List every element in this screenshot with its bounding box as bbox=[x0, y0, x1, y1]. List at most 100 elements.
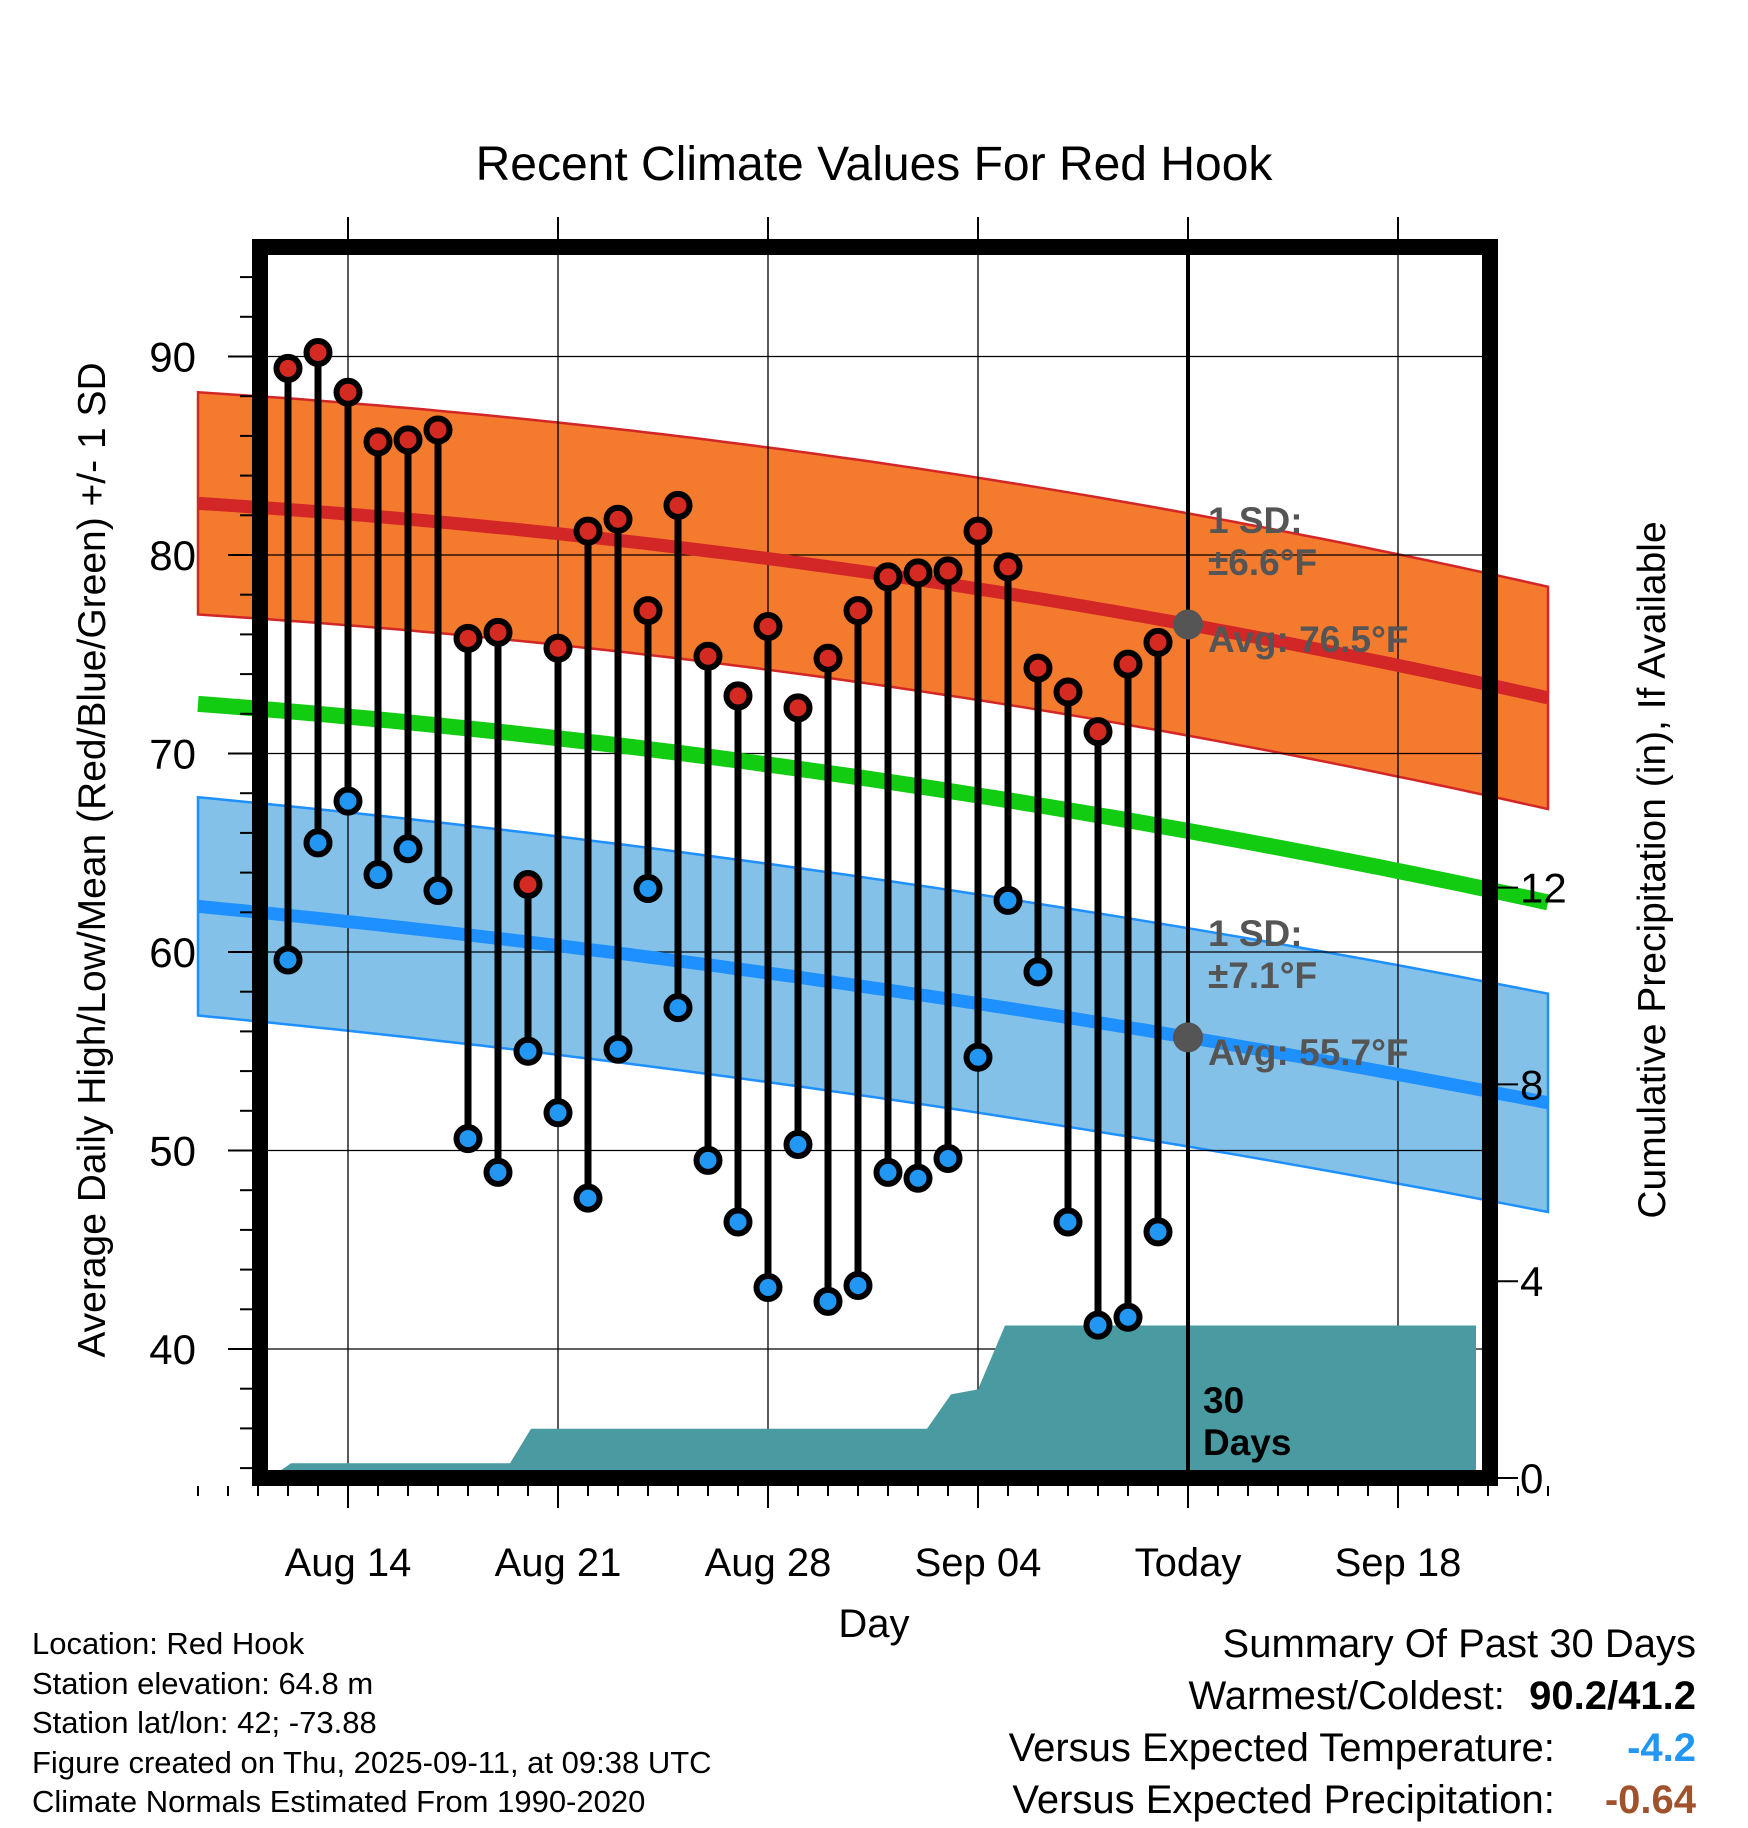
days-annotation: 30 Days bbox=[1203, 1380, 1291, 1463]
low-point bbox=[303, 828, 333, 858]
low-point bbox=[753, 1272, 783, 1302]
high-point bbox=[813, 643, 843, 673]
y-tick-label-left: 70 bbox=[149, 731, 196, 778]
high-sd-band bbox=[196, 390, 1550, 811]
x-tick-label: Aug 14 bbox=[285, 1541, 412, 1585]
high-point bbox=[483, 617, 513, 647]
low-point bbox=[843, 1270, 873, 1300]
y-tick-label-right: 8 bbox=[1520, 1061, 1543, 1108]
high-point bbox=[1023, 653, 1053, 683]
high-point bbox=[993, 552, 1023, 582]
low-point bbox=[1023, 957, 1053, 987]
low-point bbox=[1143, 1217, 1173, 1247]
high-avg-marker bbox=[1173, 609, 1203, 640]
low-point bbox=[873, 1157, 903, 1187]
high-point bbox=[513, 870, 543, 900]
high-point bbox=[393, 425, 423, 455]
x-tick-label: Aug 28 bbox=[705, 1541, 832, 1585]
y-tick-label-left: 80 bbox=[149, 532, 196, 579]
high-point bbox=[453, 623, 483, 653]
high-point bbox=[543, 633, 573, 663]
precip-row: Versus Expected Precipitation: -0.64 bbox=[1009, 1774, 1696, 1826]
low-point bbox=[363, 860, 393, 890]
high-point bbox=[843, 596, 873, 626]
low-point bbox=[423, 875, 453, 905]
station-info: Location: Red Hook Station elevation: 64… bbox=[32, 1624, 712, 1822]
frame-rect bbox=[252, 239, 1498, 1486]
elevation-text: Station elevation: 64.8 m bbox=[32, 1665, 374, 1701]
created-text: Figure created on Thu, 2025-09-11, at 09… bbox=[32, 1744, 712, 1780]
high-point bbox=[1083, 717, 1113, 747]
low-point bbox=[663, 993, 693, 1023]
x-axis-label: Day bbox=[838, 1602, 909, 1646]
high-point bbox=[663, 490, 693, 520]
low-sd-band bbox=[196, 795, 1550, 1214]
high-point bbox=[363, 427, 393, 457]
temp-value: -4.2 bbox=[1627, 1726, 1696, 1770]
low-point bbox=[543, 1098, 573, 1128]
y-tick-label-left: 90 bbox=[149, 334, 196, 381]
low-point bbox=[933, 1143, 963, 1173]
location-text: Location: Red Hook bbox=[32, 1626, 305, 1661]
warm-cold-label: Warmest/Coldest: bbox=[1188, 1674, 1505, 1718]
low-point bbox=[813, 1286, 843, 1316]
latlon-text: Station lat/lon: 42; -73.88 bbox=[32, 1705, 377, 1740]
x-tick-label: Aug 21 bbox=[495, 1541, 622, 1585]
high-point bbox=[603, 504, 633, 534]
high-point bbox=[903, 558, 933, 588]
plot-frame bbox=[252, 239, 1498, 1486]
x-tick-label: Sep 04 bbox=[915, 1541, 1042, 1585]
low-point bbox=[783, 1130, 813, 1160]
high-point bbox=[873, 562, 903, 592]
mean-normal-line bbox=[197, 695, 1550, 911]
x-tick-label: Today bbox=[1135, 1541, 1242, 1585]
high-point bbox=[1143, 627, 1173, 657]
warm-cold-value: 90.2/41.2 bbox=[1529, 1674, 1696, 1718]
high-normal-line bbox=[197, 496, 1550, 705]
high-avg-annotation: Avg: 76.5°F bbox=[1208, 619, 1409, 660]
low-point bbox=[393, 834, 423, 864]
low-point bbox=[963, 1042, 993, 1072]
low-point bbox=[1053, 1207, 1083, 1237]
x-tick-label: Sep 18 bbox=[1335, 1541, 1462, 1585]
high-point bbox=[1113, 649, 1143, 679]
summary-panel: Summary Of Past 30 Days Warmest/Coldest:… bbox=[1009, 1618, 1696, 1826]
low-avg-marker bbox=[1173, 1022, 1203, 1053]
high-point bbox=[633, 596, 663, 626]
high-point bbox=[1053, 677, 1083, 707]
low-point bbox=[1083, 1310, 1113, 1340]
y-tick-label-right: 0 bbox=[1520, 1455, 1543, 1502]
normal-bands bbox=[196, 390, 1550, 1214]
normals-text: Climate Normals Estimated From 1990-2020 bbox=[32, 1784, 646, 1819]
low-point bbox=[633, 873, 663, 903]
high-sd-annotation: 1 SD: ±6.6°F bbox=[1208, 500, 1317, 583]
precip-label: Versus Expected Precipitation: bbox=[1012, 1778, 1555, 1822]
high-point bbox=[573, 516, 603, 546]
high-point bbox=[303, 338, 333, 368]
precip-value: -0.64 bbox=[1604, 1778, 1696, 1822]
high-point bbox=[423, 415, 453, 445]
low-point bbox=[723, 1207, 753, 1237]
low-point bbox=[483, 1157, 513, 1187]
low-point bbox=[333, 786, 363, 816]
y-axis-label-right: Cumulative Precipitation (in), If Availa… bbox=[1631, 521, 1674, 1218]
temp-row: Versus Expected Temperature: -4.2 bbox=[1009, 1722, 1696, 1774]
low-point bbox=[603, 1034, 633, 1064]
precipitation-area bbox=[270, 1325, 1476, 1478]
high-point bbox=[273, 353, 303, 383]
normal-lines bbox=[197, 496, 1550, 1110]
y-tick-label-right: 4 bbox=[1520, 1258, 1543, 1305]
y-tick-label-left: 60 bbox=[149, 929, 196, 976]
high-point bbox=[723, 681, 753, 711]
today-marker bbox=[1173, 247, 1203, 1478]
y-axis-label-left: Average Daily High/Low/Mean (Red/Blue/Gr… bbox=[71, 362, 114, 1357]
low-sd-annotation: 1 SD: ±7.1°F bbox=[1208, 913, 1317, 996]
high-point bbox=[333, 377, 363, 407]
high-point bbox=[933, 556, 963, 586]
y-tick-label-left: 40 bbox=[149, 1326, 196, 1373]
low-point bbox=[1113, 1302, 1143, 1332]
observations bbox=[273, 338, 1173, 1340]
low-point bbox=[993, 885, 1023, 915]
high-point bbox=[753, 611, 783, 641]
